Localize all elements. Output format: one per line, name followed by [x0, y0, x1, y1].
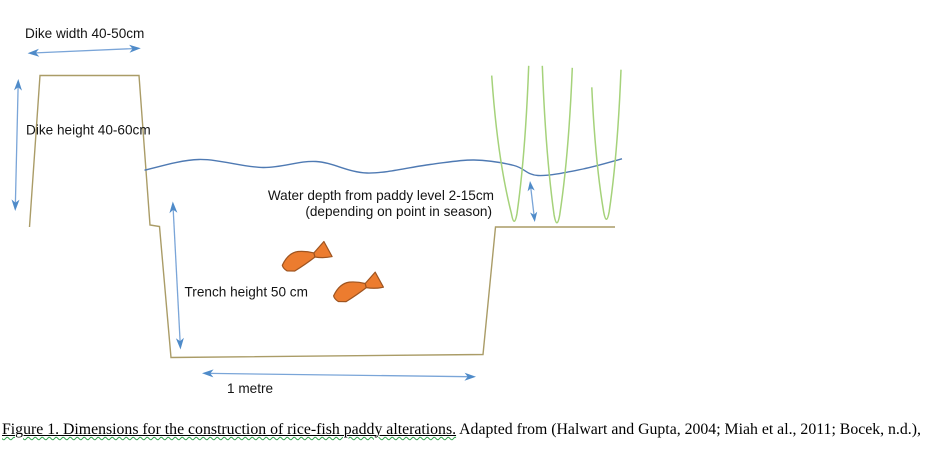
svg-text:Dike width 40-50cm: Dike width 40-50cm — [25, 26, 144, 41]
svg-text:1 metre: 1 metre — [227, 381, 273, 396]
svg-text:(depending on point in season): (depending on point in season) — [305, 204, 492, 219]
svg-text:Trench height 50 cm: Trench height 50 cm — [185, 284, 308, 299]
svg-text:Dike height 40-60cm: Dike height 40-60cm — [26, 122, 151, 137]
svg-text:Water depth from paddy level 2: Water depth from paddy level 2-15cm — [268, 188, 494, 203]
